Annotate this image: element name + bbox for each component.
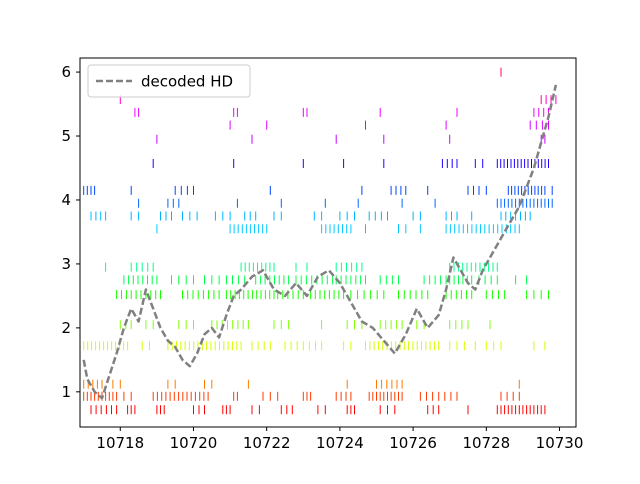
spike-row bbox=[116, 290, 549, 300]
legend-label: decoded HD bbox=[141, 73, 233, 91]
spike-row bbox=[229, 120, 549, 130]
y-tick-label: 5 bbox=[61, 127, 71, 145]
x-tick-label: 10718 bbox=[96, 434, 144, 452]
y-axis: 1 2 3 4 5 6 bbox=[61, 63, 80, 401]
spike-row bbox=[83, 185, 553, 195]
plot-frame bbox=[79, 57, 577, 428]
spike-row bbox=[90, 211, 531, 221]
spike-row bbox=[156, 224, 520, 234]
spike-row bbox=[119, 320, 491, 330]
y-tick-label: 3 bbox=[61, 255, 71, 273]
spike-row bbox=[138, 198, 553, 208]
x-axis: 10718 10720 10722 10724 10726 10728 10730 bbox=[96, 427, 583, 452]
y-tick-label: 4 bbox=[61, 191, 71, 209]
legend-box bbox=[87, 64, 251, 98]
x-tick-label: 10720 bbox=[170, 434, 218, 452]
line-layer bbox=[82, 84, 558, 400]
spike-row bbox=[134, 107, 549, 117]
y-tick-label: 1 bbox=[61, 383, 71, 401]
spike-row bbox=[123, 275, 528, 285]
spike-row bbox=[83, 379, 520, 389]
spike-raster-layer bbox=[83, 67, 557, 415]
x-tick-label: 10730 bbox=[536, 434, 584, 452]
legend: decoded HD bbox=[87, 64, 251, 98]
y-tick-label: 2 bbox=[61, 319, 71, 337]
x-tick-label: 10724 bbox=[316, 434, 364, 452]
x-tick-label: 10726 bbox=[389, 434, 437, 452]
spike-row bbox=[83, 391, 520, 401]
spike-row bbox=[156, 134, 546, 144]
x-tick-label: 10728 bbox=[462, 434, 510, 452]
series-line-decoded-hd bbox=[82, 84, 558, 400]
spike-row bbox=[152, 159, 549, 168]
spike-row bbox=[90, 405, 546, 415]
spike-row bbox=[83, 341, 546, 351]
spike-row bbox=[105, 262, 498, 272]
x-tick-label: 10722 bbox=[243, 434, 291, 452]
y-tick-label: 6 bbox=[61, 63, 71, 81]
